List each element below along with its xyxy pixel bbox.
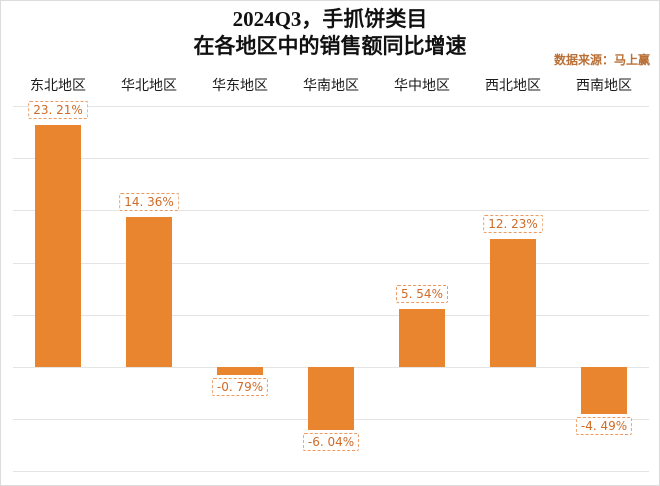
- gridline: [13, 315, 649, 316]
- value-label: -0. 79%: [211, 378, 269, 396]
- gridline: [13, 263, 649, 264]
- value-label: -6. 04%: [302, 433, 360, 451]
- bar: [399, 309, 445, 367]
- value-label: 23. 21%: [28, 101, 88, 119]
- bar: [581, 367, 627, 414]
- region-label: 华东地区: [212, 79, 268, 94]
- chart-title: 2024Q3，手抓饼类目 在各地区中的销售额同比增速: [1, 6, 659, 60]
- value-label: 12. 23%: [483, 215, 543, 233]
- chart-title-line1: 2024Q3，手抓饼类目: [232, 7, 428, 31]
- bar: [35, 125, 81, 367]
- bar: [490, 239, 536, 367]
- region-label: 东北地区: [30, 79, 86, 94]
- region-label: 华南地区: [303, 79, 359, 94]
- region-label: 华中地区: [394, 79, 450, 94]
- chart-title-line2: 在各地区中的销售额同比增速: [193, 34, 467, 58]
- gridline: [13, 106, 649, 107]
- region-label: 西南地区: [576, 79, 632, 94]
- gridline: [13, 210, 649, 211]
- value-label: 14. 36%: [119, 193, 179, 211]
- data-source-note: 数据来源：马上赢: [553, 53, 650, 67]
- region-label: 华北地区: [121, 79, 177, 94]
- gridline: [13, 158, 649, 159]
- value-label: -4. 49%: [575, 417, 633, 435]
- bar: [126, 217, 172, 367]
- gridline: [13, 471, 649, 472]
- bar: [308, 367, 354, 430]
- region-label: 西北地区: [485, 79, 541, 94]
- bar: [217, 367, 263, 375]
- value-label: 5. 54%: [396, 285, 448, 303]
